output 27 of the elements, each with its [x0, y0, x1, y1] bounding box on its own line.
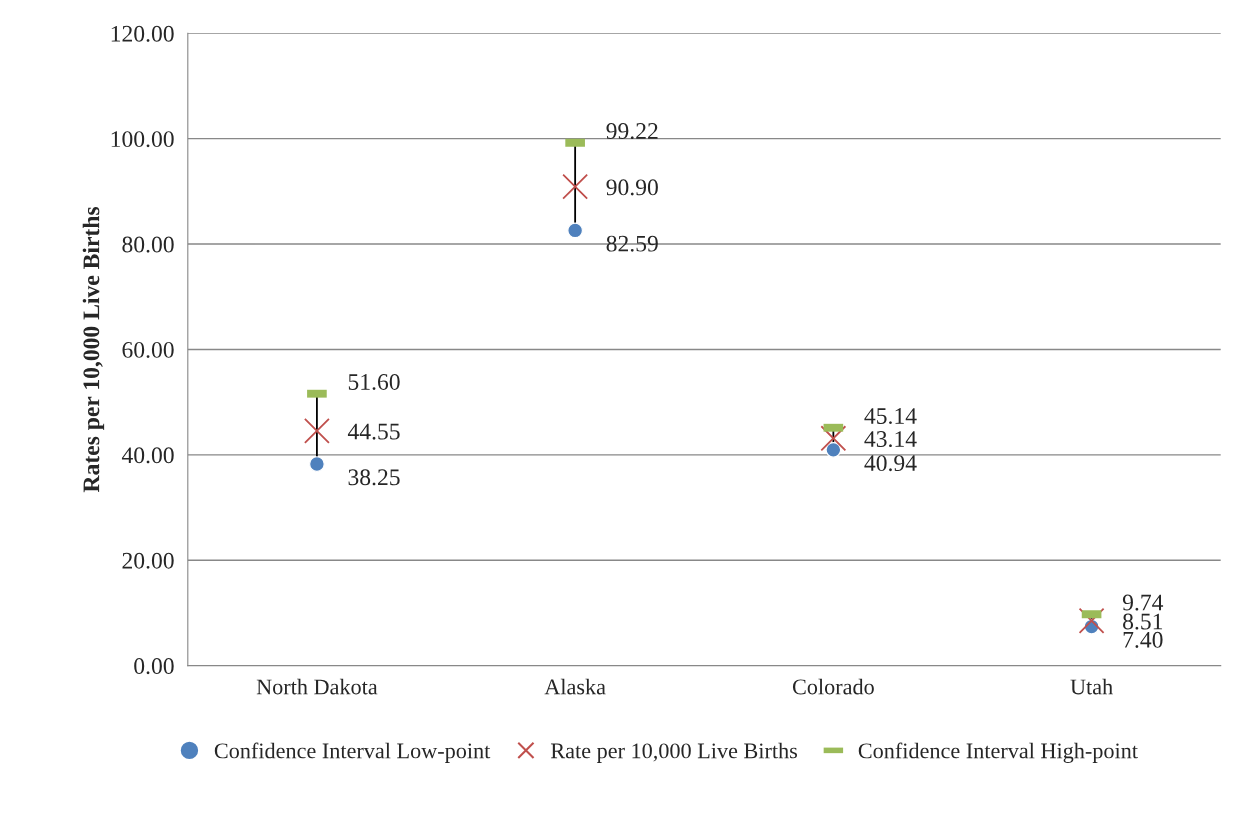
data-label: 40.94: [864, 455, 917, 472]
data-label: 9.74: [1122, 594, 1164, 611]
data-label: 90.90: [606, 179, 658, 196]
y-tick-label: 20.00: [122, 552, 174, 569]
legend-label: Confidence Interval High-point: [858, 742, 1138, 763]
x-tick-label: Colorado: [792, 678, 874, 695]
x-tick-label: Utah: [1070, 678, 1113, 695]
y-axis-title: Rates per 10,000 Live Births: [82, 206, 105, 493]
data-label: 38.25: [348, 469, 400, 486]
data-label: 43.14: [864, 431, 917, 448]
y-tick-label: 0.00: [134, 658, 174, 675]
data-label: 7.40: [1123, 631, 1163, 648]
data-label: 51.60: [348, 373, 400, 390]
legend-label: Confidence Interval Low-point: [214, 742, 491, 763]
y-tick-label: 120.00: [111, 25, 174, 42]
x-tick-label: North Dakota: [256, 678, 378, 695]
legend-label: Rate per 10,000 Live Births: [550, 742, 798, 763]
data-label: 45.14: [864, 408, 917, 425]
data-label: 8.51: [1123, 613, 1163, 630]
data-label: 44.55: [347, 423, 400, 440]
y-tick-label: 100.00: [111, 131, 174, 148]
y-tick-label: 40.00: [121, 447, 174, 464]
data-label: 99.22: [606, 123, 658, 140]
y-tick-label: 80.00: [122, 236, 174, 253]
x-tick-label: Alaska: [544, 678, 606, 695]
y-tick-label: 60.00: [122, 341, 174, 358]
data-label: 82.59: [606, 235, 658, 252]
